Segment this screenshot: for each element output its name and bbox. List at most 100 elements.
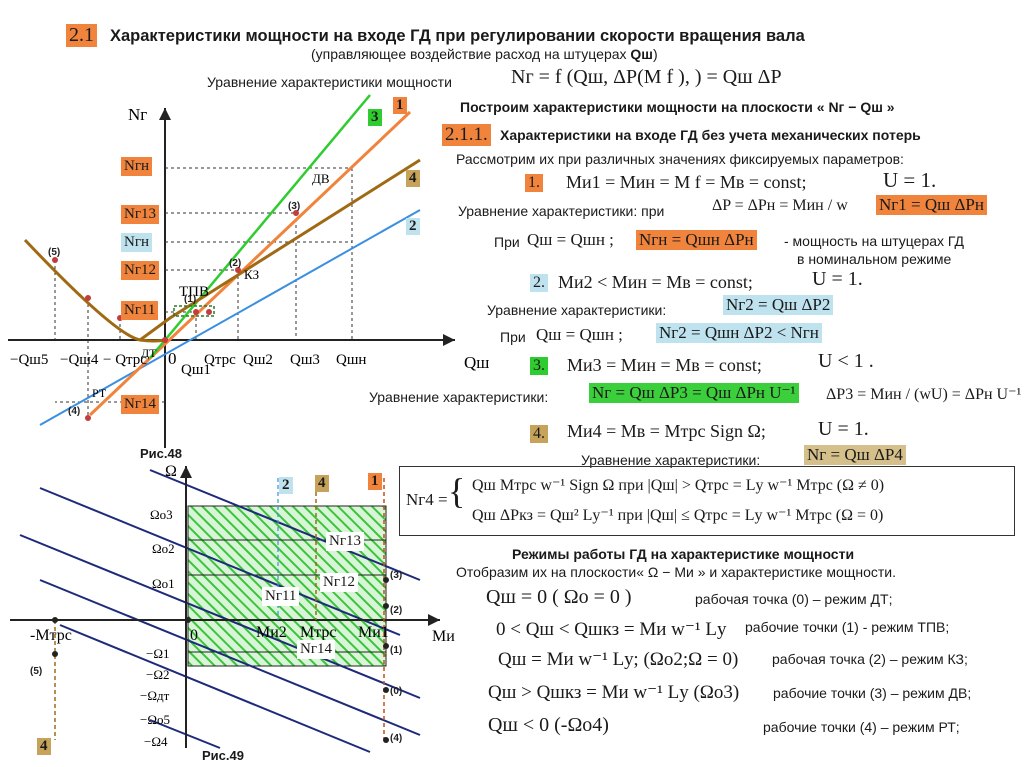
mode-2-desc: рабочая точка (2) – режим КЗ; — [772, 651, 968, 667]
eq1-label: Уравнение характеристики: при — [458, 203, 665, 219]
fig48-xtick-qshn: Qшн — [336, 352, 366, 368]
case3-number: 3. — [530, 357, 548, 375]
fig49-ytick-o3: Ωо3 — [150, 507, 173, 522]
section-number: 2.1 — [66, 24, 97, 47]
fig49-point-2: (2) — [390, 605, 402, 616]
fig49-badge-2: 2 — [279, 477, 293, 494]
mode-4-desc: рабочие точки (4) – режим РТ; — [763, 719, 960, 735]
power-equation: Nг = f (Qш, ΔP(M f ), ) = Qш ΔP — [511, 66, 782, 88]
fig48-point-1: (1) — [184, 294, 196, 305]
eq2-label: Уравнение характеристики: — [487, 302, 667, 318]
eq1-condition: ΔP = ΔPн = Mин / w — [712, 197, 848, 214]
case4-number: 4. — [530, 425, 548, 443]
fig48-xtick-qtrs-neg: − Qтрс — [103, 352, 147, 368]
mode-2-eq: Qш = Mи w⁻¹ Lу; (Ωо2;Ω = 0) — [498, 649, 739, 670]
case2-equation: Mи2 < Mин = Mв = const; — [558, 272, 753, 292]
eq2b-condition: Qш = Qшн ; — [536, 325, 623, 344]
system-row-1: Qш Mтрс w⁻¹ Sign Ω при |Qш| > Qтрс = Lу … — [472, 477, 885, 494]
fig49-badge-4: 4 — [315, 475, 329, 492]
fig48-badge-4: 4 — [406, 170, 420, 187]
eq3-box: Nг = Qш ΔP3 = Qш ΔPн U⁻¹ — [589, 383, 799, 403]
fig48-ylabel-ng11: Nг11 — [121, 301, 159, 320]
fig49-box-ng12: Nг12 — [320, 573, 358, 592]
fig49-xtick-mi2: Mи2 — [256, 624, 287, 641]
fig49-box-ng13: Nг13 — [326, 532, 364, 551]
fig49-box-ng14: Nг14 — [297, 640, 335, 659]
eq4-label: Уравнение характеристики: — [581, 452, 761, 468]
fig48-point-2: (2) — [229, 258, 241, 269]
fig48-xtick-qsh1: Qш1 — [181, 362, 211, 378]
fig48-ylabel-ng12: Nг12 — [121, 261, 159, 280]
fig48-ann-dv: ДВ — [312, 171, 330, 186]
case1-number: 1. — [525, 174, 543, 192]
fig49-ytick-m1: −Ω1 — [146, 646, 170, 661]
fig48-line-1 — [88, 110, 412, 417]
system-brace: { — [448, 471, 466, 511]
fig48-badge-1: 1 — [393, 97, 407, 114]
fig48-xtick-qtrs: Qтрс — [204, 352, 236, 368]
nominal-note-2: в номинальном режиме — [797, 251, 952, 267]
system-left: Nг4 = — [406, 490, 448, 509]
case1-u: U = 1. — [883, 168, 937, 192]
fig48-xtick-qsh3: Qш3 — [290, 352, 320, 368]
fig48-point-5: (5) — [48, 247, 60, 258]
fig49-caption: Рис.49 — [202, 748, 244, 763]
page-title: Характеристики мощности на входе ГД при … — [110, 27, 805, 45]
fig49-box-ng11: Nг11 — [262, 587, 300, 606]
fig49-ytick-o2: Ωо2 — [152, 541, 175, 556]
case1-equation: Mи1 = Mин = M f = Mв = const; — [566, 172, 807, 192]
mode-1-desc: рабочие точки (1) - режим ТПВ; — [745, 619, 950, 635]
fig49-point-5: (5) — [30, 666, 42, 677]
eq4-box: Nг = Qш ΔP4 — [804, 445, 906, 465]
fig48-xtick-qsh2: Qш2 — [243, 352, 273, 368]
case3-u: U < 1 . — [818, 350, 874, 372]
mode-3-desc: рабочие точки (3) – режим ДВ; — [773, 685, 972, 701]
fig49-badge-4-left: 4 — [37, 738, 51, 755]
fig49-ytick-o1: Ωо1 — [152, 576, 175, 591]
fig49-x-axis-label: Mи — [432, 628, 455, 645]
fig48-y-axis-label: Nг — [128, 105, 147, 124]
case3-equation: Mи3 = Mин = Mв = const; — [567, 355, 762, 375]
mode-0-eq: Qш = 0 ( Ωo = 0 ) — [486, 586, 632, 608]
fig48-line-4 — [23, 158, 421, 342]
case2-number: 2. — [530, 274, 548, 292]
eq3-label: Уравнение характеристики: — [369, 389, 549, 405]
modes-title: Режимы работы ГД на характеристике мощно… — [512, 546, 855, 562]
consider-text: Рассмотрим их при различных значениях фи… — [456, 151, 904, 167]
fig48-badge-3: 3 — [368, 109, 382, 126]
nominal-pre: При — [494, 234, 520, 250]
fig48-ylabel-ng14: Nг14 — [121, 395, 159, 414]
fig48-origin: 0 — [168, 349, 177, 368]
subsection-title: Характеристики на входе ГД без учета мех… — [500, 127, 921, 143]
mode-4-eq: Qш < 0 (-Ωо4) — [488, 714, 609, 736]
page-subtitle: (управляющее воздействие расход на штуце… — [311, 46, 658, 62]
eq2b-pre: При — [500, 329, 526, 345]
fig48-ann-kz: КЗ — [244, 267, 259, 282]
modes-subtitle: Отобразим их на плоскости« Ω − Mи » и ха… — [456, 564, 896, 580]
fig49-xtick-mtrs-neg: -Mтрс — [30, 627, 72, 644]
nr4-system-box: Nг4 = { Qш Mтрс w⁻¹ Sign Ω при |Qш| > Qт… — [399, 466, 1015, 536]
mode-1-eq: 0 < Qш < Qшкз = Mи w⁻¹ Lу — [496, 619, 727, 640]
fig48-ylabel-ng13: Nг13 — [121, 205, 159, 224]
fig48-ann-tpv: ТПВ — [179, 284, 209, 300]
fig48-badge-2: 2 — [406, 218, 420, 235]
case4-equation: Mи4 = Mв = Mтрс Sign Ω; — [567, 421, 766, 441]
fig49-ytick-mdt: −Ωдт — [140, 688, 170, 703]
fig48-diagram: Nг Qш (5) (3) (2) (1) (4) ДВ КЗ ТПВ ДТ Р… — [8, 94, 489, 448]
fig48-point-3: (3) — [288, 201, 300, 212]
fig49-xtick-mtrs: Mтрс — [300, 624, 337, 641]
fig49-points — [52, 577, 389, 743]
nominal-note-1: - мощность на штуцерах ГД — [784, 233, 965, 249]
fig49-point-4: (4) — [390, 733, 402, 744]
fig48-ann-dt: ДТ — [141, 346, 157, 360]
fig48-caption: Рис.48 — [140, 446, 182, 461]
fig49-diagonals — [19, 469, 421, 753]
fig48-x-axis-label: Qш — [464, 353, 489, 372]
fig48-line-2 — [39, 209, 421, 426]
eq2b-box: Nг2 = Qшн ΔP2 < Nгн — [656, 323, 822, 343]
fig48-ann-rt: РТ — [92, 386, 107, 400]
fig49-ytick-m4: −Ω4 — [144, 734, 168, 749]
fig49-point-0: (0) — [390, 686, 402, 697]
nominal-box: Nгн = Qшн ΔPн — [636, 230, 757, 250]
fig49-badge-1: 1 — [368, 473, 382, 490]
